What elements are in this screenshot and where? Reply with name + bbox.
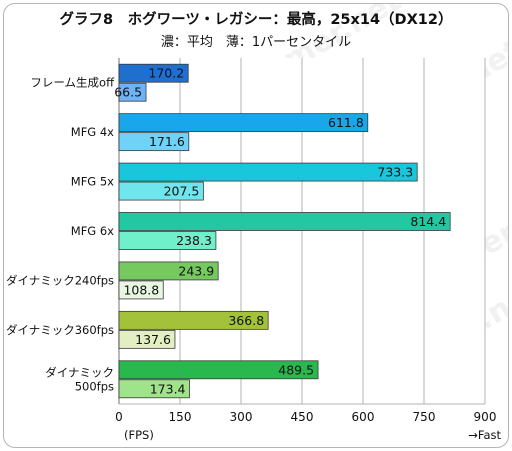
x-tick-label: 450: [291, 410, 314, 424]
value-label-average: 170.2: [148, 66, 184, 81]
bar-1-percentile: [118, 280, 164, 300]
x-axis-label: (FPS): [124, 428, 154, 442]
value-label-1-percentile: 207.5: [164, 184, 200, 199]
bar-average: [118, 360, 319, 380]
value-label-1-percentile: 171.6: [149, 134, 185, 149]
bar-1-percentile: [118, 132, 190, 152]
bar-1-percentile: [118, 181, 204, 201]
bar-1-percentile: [118, 379, 190, 399]
category-label: MFG 4x: [71, 125, 114, 139]
x-tick-label: 150: [169, 410, 192, 424]
value-label-1-percentile: 66.5: [114, 85, 142, 100]
x-tick-label: 750: [413, 410, 436, 424]
value-label-average: 733.3: [377, 165, 413, 180]
x-tick-label: 600: [352, 410, 375, 424]
value-label-1-percentile: 108.8: [123, 282, 159, 297]
bar-average: [118, 310, 269, 330]
bar-average: [118, 113, 369, 133]
x-tick-label: 300: [230, 410, 253, 424]
category-label: フレーム生成off: [30, 76, 115, 90]
chart-svg: 4Gamer.net4Gamer.net4Gamer.net4Gamer.net…: [6, 4, 508, 442]
value-label-average: 489.5: [278, 362, 314, 377]
x-tick-label: 900: [474, 410, 497, 424]
category-label: MFG 6x: [71, 224, 114, 238]
bar-average: [118, 212, 451, 231]
bar-average: [118, 63, 189, 83]
category-label: ダイナミック 500fps: [45, 365, 114, 393]
bar-1-percentile: [118, 231, 217, 250]
direction-label: →Fast: [468, 428, 501, 442]
value-label-1-percentile: 137.6: [135, 332, 171, 347]
bar-average: [118, 261, 219, 281]
chart-title: グラフ8 ホグワーツ・レガシー：最高，25x14（DX12）: [60, 10, 453, 28]
value-label-1-percentile: 173.4: [150, 381, 186, 396]
x-tick-label: 0: [115, 410, 123, 424]
value-label-average: 814.4: [410, 214, 446, 229]
bar-average: [118, 162, 418, 182]
value-label-average: 366.8: [228, 313, 264, 328]
category-label: MFG 5x: [71, 175, 114, 189]
chart-frame: 4Gamer.net4Gamer.net4Gamer.net4Gamer.net…: [3, 3, 509, 448]
value-label-1-percentile: 238.3: [176, 233, 212, 248]
chart-subtitle: 濃：平均 薄：1パーセンタイル: [161, 35, 351, 50]
category-label: ダイナミック240fps: [6, 273, 114, 287]
value-label-average: 611.8: [328, 115, 364, 130]
bar-1-percentile: [118, 82, 147, 102]
value-label-average: 243.9: [178, 263, 214, 278]
category-label: ダイナミック360fps: [6, 323, 114, 337]
bar-1-percentile: [118, 329, 176, 349]
